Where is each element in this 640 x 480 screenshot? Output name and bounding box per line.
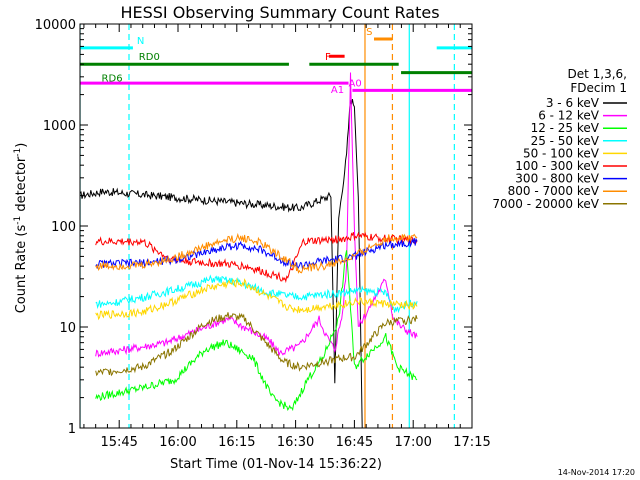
x-tick-label-6: 17:15 bbox=[453, 435, 490, 450]
legend-label-6: 300 - 800 keV bbox=[515, 172, 599, 186]
series-line-2 bbox=[95, 250, 418, 412]
x-axis-label: Start Time (01-Nov-14 15:36:22) bbox=[170, 457, 382, 472]
y-axis-label-main: Count Rate (s bbox=[14, 225, 29, 314]
x-tick-label-5: 17:00 bbox=[394, 435, 431, 450]
series-line-7 bbox=[95, 232, 418, 274]
y-axis-label-sup2: -1 bbox=[13, 148, 23, 157]
x-tick-label-3: 16:30 bbox=[277, 435, 314, 450]
x-tick-label-0: 15:45 bbox=[100, 435, 137, 450]
legend-label-4: 50 - 100 keV bbox=[523, 146, 600, 160]
state-label-6: A1 bbox=[331, 85, 344, 96]
state-label-4: S bbox=[366, 27, 372, 38]
y-axis-label: Count Rate (s-1 detector-1) bbox=[13, 143, 29, 314]
legend-label-0: 3 - 6 keV bbox=[546, 96, 600, 110]
y-tick-label-2: 100 bbox=[51, 220, 76, 235]
series-line-0 bbox=[80, 99, 363, 428]
state-label-5: A0 bbox=[349, 78, 362, 89]
x-axis: 15:45 16:00 16:15 16:30 16:45 17:00 17:15 bbox=[83, 24, 491, 450]
x-tick-label-1: 16:00 bbox=[159, 435, 196, 450]
y-axis-label-sup1: -1 bbox=[13, 216, 23, 225]
footer-date: 14-Nov-2014 17:20 bbox=[558, 468, 635, 477]
x-tick-label-4: 16:45 bbox=[336, 435, 373, 450]
state-label-1: RD0 bbox=[139, 52, 160, 63]
legend-header-line1: Det 1,3,6, bbox=[568, 67, 628, 81]
state-label-2: RD6 bbox=[102, 74, 123, 85]
legend-label-8: 7000 - 20000 keV bbox=[492, 197, 599, 211]
legend-header-line2: FDecim 1 bbox=[570, 81, 627, 95]
legend-label-2: 12 - 25 keV bbox=[531, 121, 600, 135]
series-line-8 bbox=[95, 312, 418, 377]
y-axis-label-mid: detector bbox=[14, 156, 29, 216]
series-line-4 bbox=[95, 277, 418, 321]
y-tick-label-3: 1000 bbox=[43, 119, 76, 134]
y-tick-label-1: 10 bbox=[59, 321, 76, 336]
y-axis: 1 10 100 1000 10000 bbox=[35, 18, 472, 437]
legend-label-3: 25 - 50 keV bbox=[531, 134, 600, 148]
plot-area bbox=[80, 24, 472, 428]
chart-title: HESSI Observing Summary Count Rates bbox=[120, 3, 439, 22]
legend-label-5: 100 - 300 keV bbox=[515, 159, 599, 173]
y-tick-label-4: 10000 bbox=[35, 18, 76, 33]
state-label-0: N bbox=[137, 36, 144, 47]
legend-label-1: 6 - 12 keV bbox=[538, 109, 600, 123]
series-line-5 bbox=[95, 231, 418, 284]
x-tick-label-2: 16:15 bbox=[218, 435, 255, 450]
y-tick-label-0: 1 bbox=[68, 422, 76, 437]
y-axis-label-end: ) bbox=[14, 143, 29, 148]
legend-label-7: 800 - 7000 keV bbox=[508, 184, 600, 198]
state-label-3: F bbox=[325, 52, 331, 63]
